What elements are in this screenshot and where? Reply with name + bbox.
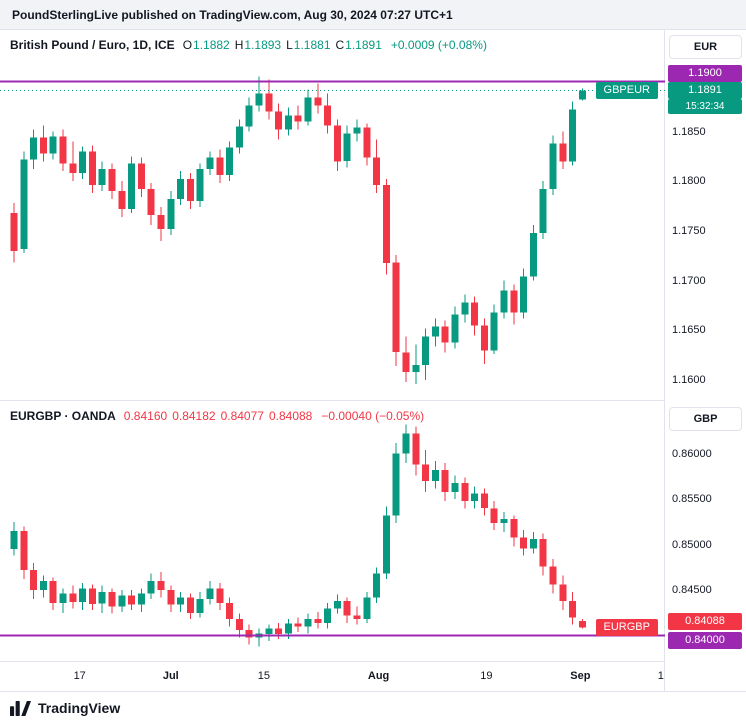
symbol-title-gbpeur: British Pound / Euro, 1D, ICE: [10, 38, 175, 52]
price-tick-label: 1.1650: [672, 324, 706, 337]
ohlc-open: O1.1882: [183, 38, 230, 52]
countdown-badge: 15:32:34: [668, 98, 742, 114]
symbol-tag-gbpeur: GBPEUR: [595, 81, 658, 99]
attribution-bar: PoundSterlingLive published on TradingVi…: [0, 0, 746, 30]
chart-widget: British Pound / Euro, 1D, ICE O1.1882 H1.1…: [0, 30, 746, 692]
open-value-eurgbp: 0.84160: [123, 409, 168, 423]
ohlc-close: C1.1891: [336, 38, 382, 52]
high-value-eurgbp: 0.84182: [172, 409, 216, 423]
time-scale[interactable]: 17 Jul 15 Aug 19 Sep 1: [0, 661, 664, 692]
change-value-eurgbp: −0.00040 (−0.05%): [321, 409, 425, 423]
time-tick-label: 1: [657, 670, 664, 682]
change-value-gbpeur: +0.0009 (+0.08%): [390, 38, 487, 52]
legend-gbpeur[interactable]: British Pound / Euro, 1D, ICE O1.1882 H1.1…: [10, 38, 487, 52]
time-tick-label: Sep: [570, 670, 591, 682]
ohlc-low: L1.1881: [286, 38, 330, 52]
eur-currency-button[interactable]: EUR: [669, 35, 742, 59]
price-tick-label: 0.85500: [672, 493, 712, 506]
price-tick-label: 0.85000: [672, 538, 712, 551]
time-tick-label: 15: [257, 670, 271, 682]
attribution-text: PoundSterlingLive published on TradingVi…: [12, 7, 453, 22]
tradingview-logo-icon[interactable]: [10, 700, 31, 716]
level-price-badge-eurgbp: 0.84000: [668, 631, 742, 649]
ohlc-low-value: 1.1881: [293, 38, 331, 52]
symbol-tag-eurgbp: EURGBP: [595, 618, 658, 636]
pane-gbpeur[interactable]: British Pound / Euro, 1D, ICE O1.1882 H1.1…: [0, 30, 665, 400]
time-tick-label: Aug: [367, 670, 390, 682]
gbp-currency-button[interactable]: GBP: [669, 407, 742, 431]
low-value-eurgbp: 0.84077: [220, 409, 264, 423]
time-tick-label: 19: [480, 670, 493, 682]
current-price-badge-gbpeur: 1.1891: [668, 81, 742, 99]
legend-eurgbp[interactable]: EURGBP · OANDA 0.84160 0.84182 0.84077 0.840…: [10, 409, 424, 423]
price-scale[interactable]: EUR GBP 1.1900 1.1891 15:32:34 0.84088 0…: [665, 30, 745, 691]
eurgbp-candlestick-chart: [0, 424, 665, 647]
time-tick-label: 17: [73, 670, 86, 682]
price-tick-label: 1.1700: [672, 274, 706, 287]
plot-area: British Pound / Euro, 1D, ICE O1.1882 H1.1…: [0, 30, 665, 691]
gbpeur-candlestick-chart: [0, 76, 665, 385]
price-tick-label: 1.1850: [672, 125, 706, 138]
tradingview-wordmark[interactable]: TradingView: [38, 700, 121, 716]
ohlc-close-value: 1.1891: [345, 38, 382, 52]
ohlc-high: H1.1893: [235, 38, 281, 52]
price-tick-label: 0.84500: [672, 584, 712, 597]
level-price-badge-gbpeur: 1.1900: [668, 64, 742, 82]
ohlc-open-value: 1.1882: [193, 38, 230, 52]
price-tick-label: 1.1800: [672, 175, 706, 188]
time-tick-label: Jul: [162, 670, 179, 682]
price-tick-label: 1.1750: [672, 224, 706, 237]
ohlc-open-label: O: [182, 38, 193, 52]
symbol-title-eurgbp: EURGBP · OANDA: [10, 409, 116, 423]
footer: TradingView: [0, 692, 746, 724]
pane-eurgbp[interactable]: EURGBP · OANDA 0.84160 0.84182 0.84077 0.840…: [0, 400, 665, 661]
price-tick-label: 0.86000: [672, 447, 712, 460]
ohlc-high-value: 1.1893: [244, 38, 282, 52]
ohlc-high-label: H: [234, 38, 244, 52]
ohlc-close-label: C: [335, 38, 345, 52]
price-tick-label: 1.1600: [672, 374, 706, 387]
ohlc-low-label: L: [286, 38, 293, 52]
current-price-badge-eurgbp: 0.84088: [668, 612, 742, 630]
close-value-eurgbp: 0.84088: [268, 409, 313, 423]
